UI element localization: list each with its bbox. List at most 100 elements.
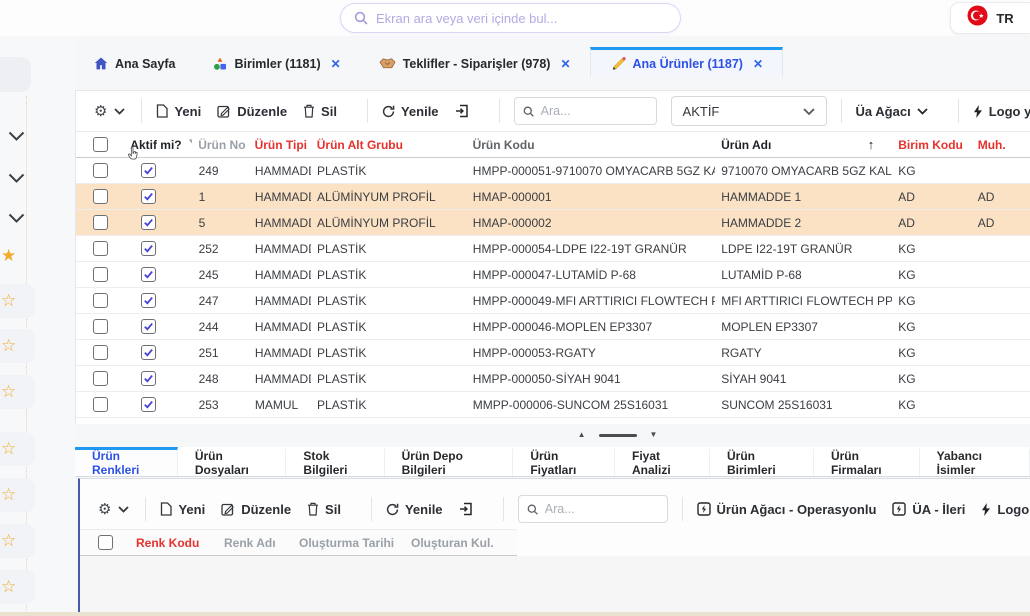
detail-tab-5[interactable]: Fiyat Analizi xyxy=(615,447,710,476)
language-button[interactable]: TR xyxy=(950,2,1030,34)
bottom-column-header-3[interactable]: Oluşturan Kul. xyxy=(405,536,517,550)
select-all-checkbox[interactable] xyxy=(98,535,113,550)
star-outline-icon[interactable]: ☆ xyxy=(1,337,16,354)
column-header-alt_grubu[interactable]: Ürün Alt Grubu xyxy=(311,132,467,157)
table-row-7[interactable]: 251HAMMADDEPLASTİKHMPP-000053-RGATYRGATY… xyxy=(76,340,1030,366)
column-header-birim[interactable]: Birim Kodu xyxy=(892,132,972,157)
grid-search[interactable] xyxy=(518,495,668,523)
select-all-checkbox[interactable] xyxy=(93,137,108,152)
star-filled-icon[interactable]: ★ xyxy=(1,247,16,264)
new-button[interactable]: Yeni xyxy=(156,104,201,119)
global-search-input[interactable] xyxy=(376,11,680,26)
detail-tab-4[interactable]: Ürün Fiyatları xyxy=(513,447,615,476)
row-checkbox[interactable] xyxy=(93,215,108,230)
star-outline-icon[interactable]: ☆ xyxy=(1,440,16,457)
column-header-select[interactable] xyxy=(76,132,124,157)
detail-tab-6[interactable]: Ürün Birimleri xyxy=(710,447,814,476)
table-row-8[interactable]: 248HAMMADDEPLASTİKHMPP-000050-SİYAH 9041… xyxy=(76,366,1030,392)
detail-tab-3[interactable]: Ürün Depo Bilgileri xyxy=(385,447,514,476)
aktif-checkbox[interactable] xyxy=(141,345,156,360)
row-checkbox[interactable] xyxy=(93,345,108,360)
column-header-kodu[interactable]: Ürün Kodu xyxy=(467,132,716,157)
table-row-6[interactable]: 244HAMMADDEPLASTİKHMPP-000046-MOPLEN EP3… xyxy=(76,314,1030,340)
row-checkbox[interactable] xyxy=(93,319,108,334)
row-checkbox[interactable] xyxy=(93,241,108,256)
chevron-down-icon[interactable] xyxy=(8,128,25,146)
window-tab-0[interactable]: Ana Sayfa xyxy=(75,47,194,77)
column-header-tipi[interactable]: Ürün Tipi xyxy=(249,132,311,157)
window-tab-1[interactable]: Birimler (1181)✕ xyxy=(194,47,359,77)
row-checkbox[interactable] xyxy=(93,397,108,412)
grid-search[interactable] xyxy=(514,97,657,125)
table-row-5[interactable]: 247HAMMADDEPLASTİKHMPP-000049-MFI ARTTIR… xyxy=(76,288,1030,314)
delete-button[interactable]: Sil xyxy=(307,502,341,517)
row-checkbox[interactable] xyxy=(93,371,108,386)
global-search[interactable] xyxy=(340,3,681,33)
product-tree-button[interactable]: Üa Ağacı xyxy=(856,104,928,119)
edit-button[interactable]: Düzenle xyxy=(217,104,287,119)
bottom-column-header-0[interactable]: Renk Kodu xyxy=(130,536,218,550)
row-checkbox[interactable] xyxy=(93,163,108,178)
star-outline-icon[interactable]: ☆ xyxy=(1,292,16,309)
detail-tab-0[interactable]: Ürün Renkleri xyxy=(75,447,178,476)
detail-tab-7[interactable]: Ürün Firmaları xyxy=(814,447,920,476)
new-button[interactable]: Yeni xyxy=(160,502,205,517)
table-row-1[interactable]: 1HAMMADDEALÜMİNYUM PROFİLHMAP-000001HAMM… xyxy=(76,184,1030,210)
star-outline-icon[interactable]: ☆ xyxy=(1,578,16,595)
aktif-checkbox[interactable] xyxy=(141,319,156,334)
detail-tab-1[interactable]: Ürün Dosyaları xyxy=(178,447,287,476)
row-checkbox[interactable] xyxy=(93,293,108,308)
table-row-3[interactable]: 252HAMMADDEPLASTİKHMPP-000054-LDPE I22-1… xyxy=(76,236,1030,262)
splitter-collapse-up-button[interactable]: ▲ xyxy=(578,431,586,439)
window-tab-2[interactable]: Teklifler - Siparişler (978)✕ xyxy=(360,47,590,77)
refresh-button[interactable]: Yenile xyxy=(386,502,443,517)
aktif-checkbox[interactable] xyxy=(141,189,156,204)
refresh-button[interactable]: Yenile xyxy=(382,104,439,119)
splitter-collapse-down-button[interactable]: ▼ xyxy=(650,431,658,439)
close-icon[interactable]: ✕ xyxy=(753,57,763,71)
tree-operational-button[interactable]: Ürün Ağacı - Operasyonlu xyxy=(697,502,877,517)
column-header-adi[interactable]: Ürün Adı↑ xyxy=(715,132,892,157)
bottom-column-header-1[interactable]: Renk Adı xyxy=(218,536,293,550)
logo-export-button[interactable]: Logo ya Aktar xyxy=(973,104,1030,119)
column-header-muh[interactable]: Muh. xyxy=(972,132,1030,157)
edit-button[interactable]: Düzenle xyxy=(221,502,291,517)
aktif-checkbox[interactable] xyxy=(141,215,156,230)
detail-tab-8[interactable]: Yabancı İsimler xyxy=(920,447,1030,476)
aktif-checkbox[interactable] xyxy=(141,267,156,282)
export-button[interactable] xyxy=(459,502,473,516)
row-checkbox[interactable] xyxy=(93,267,108,282)
export-button[interactable] xyxy=(455,104,469,118)
grid-search-input[interactable] xyxy=(545,502,661,516)
splitter-drag-handle[interactable] xyxy=(599,434,637,437)
table-row-2[interactable]: 5HAMMADDEALÜMİNYUM PROFİLHMAP-000002HAMM… xyxy=(76,210,1030,236)
table-row-0[interactable]: 249HAMMADDEPLASTİKHMPP-000051-9710070 OM… xyxy=(76,158,1030,184)
sidebar-collapsed-panel[interactable] xyxy=(0,57,31,92)
delete-button[interactable]: Sil xyxy=(303,104,337,119)
chevron-down-icon[interactable] xyxy=(8,170,25,188)
row-checkbox[interactable] xyxy=(93,189,108,204)
detail-tab-2[interactable]: Stok Bilgileri xyxy=(286,447,384,476)
close-icon[interactable]: ✕ xyxy=(560,57,570,71)
status-filter-select[interactable]: AKTİF xyxy=(671,96,827,126)
column-header-no[interactable]: Ürün No xyxy=(192,132,248,157)
tree-advanced-button[interactable]: ÜA - İleri xyxy=(892,502,965,517)
aktif-checkbox[interactable] xyxy=(141,397,156,412)
star-outline-icon[interactable]: ☆ xyxy=(1,383,16,400)
aktif-checkbox[interactable] xyxy=(141,163,156,178)
table-row-9[interactable]: 253MAMULPLASTİKMMPP-000006-SUNCOM 25S160… xyxy=(76,392,1030,418)
chevron-down-icon[interactable] xyxy=(8,210,25,228)
star-outline-icon[interactable]: ☆ xyxy=(1,532,16,549)
star-outline-icon[interactable]: ☆ xyxy=(1,486,16,503)
bottom-column-header-2[interactable]: Oluşturma Tarihi xyxy=(293,536,405,550)
grid-search-input[interactable] xyxy=(541,104,650,118)
logo-export-button[interactable]: Logo ya Aktar xyxy=(981,502,1030,517)
aktif-checkbox[interactable] xyxy=(141,241,156,256)
table-row-4[interactable]: 245HAMMADDEPLASTİKHMPP-000047-LUTAMİD P-… xyxy=(76,262,1030,288)
window-tab-3[interactable]: Ana Ürünler (1187)✕ xyxy=(590,47,784,77)
grid-settings-button[interactable]: ⚙ xyxy=(98,502,129,517)
aktif-checkbox[interactable] xyxy=(141,371,156,386)
aktif-checkbox[interactable] xyxy=(141,293,156,308)
grid-settings-button[interactable]: ⚙ xyxy=(94,104,125,119)
close-icon[interactable]: ✕ xyxy=(331,57,341,71)
